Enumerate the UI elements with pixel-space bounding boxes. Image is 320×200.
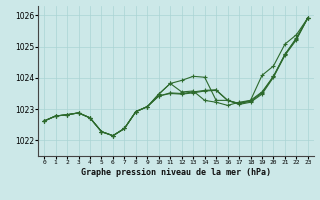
X-axis label: Graphe pression niveau de la mer (hPa): Graphe pression niveau de la mer (hPa) [81, 168, 271, 177]
